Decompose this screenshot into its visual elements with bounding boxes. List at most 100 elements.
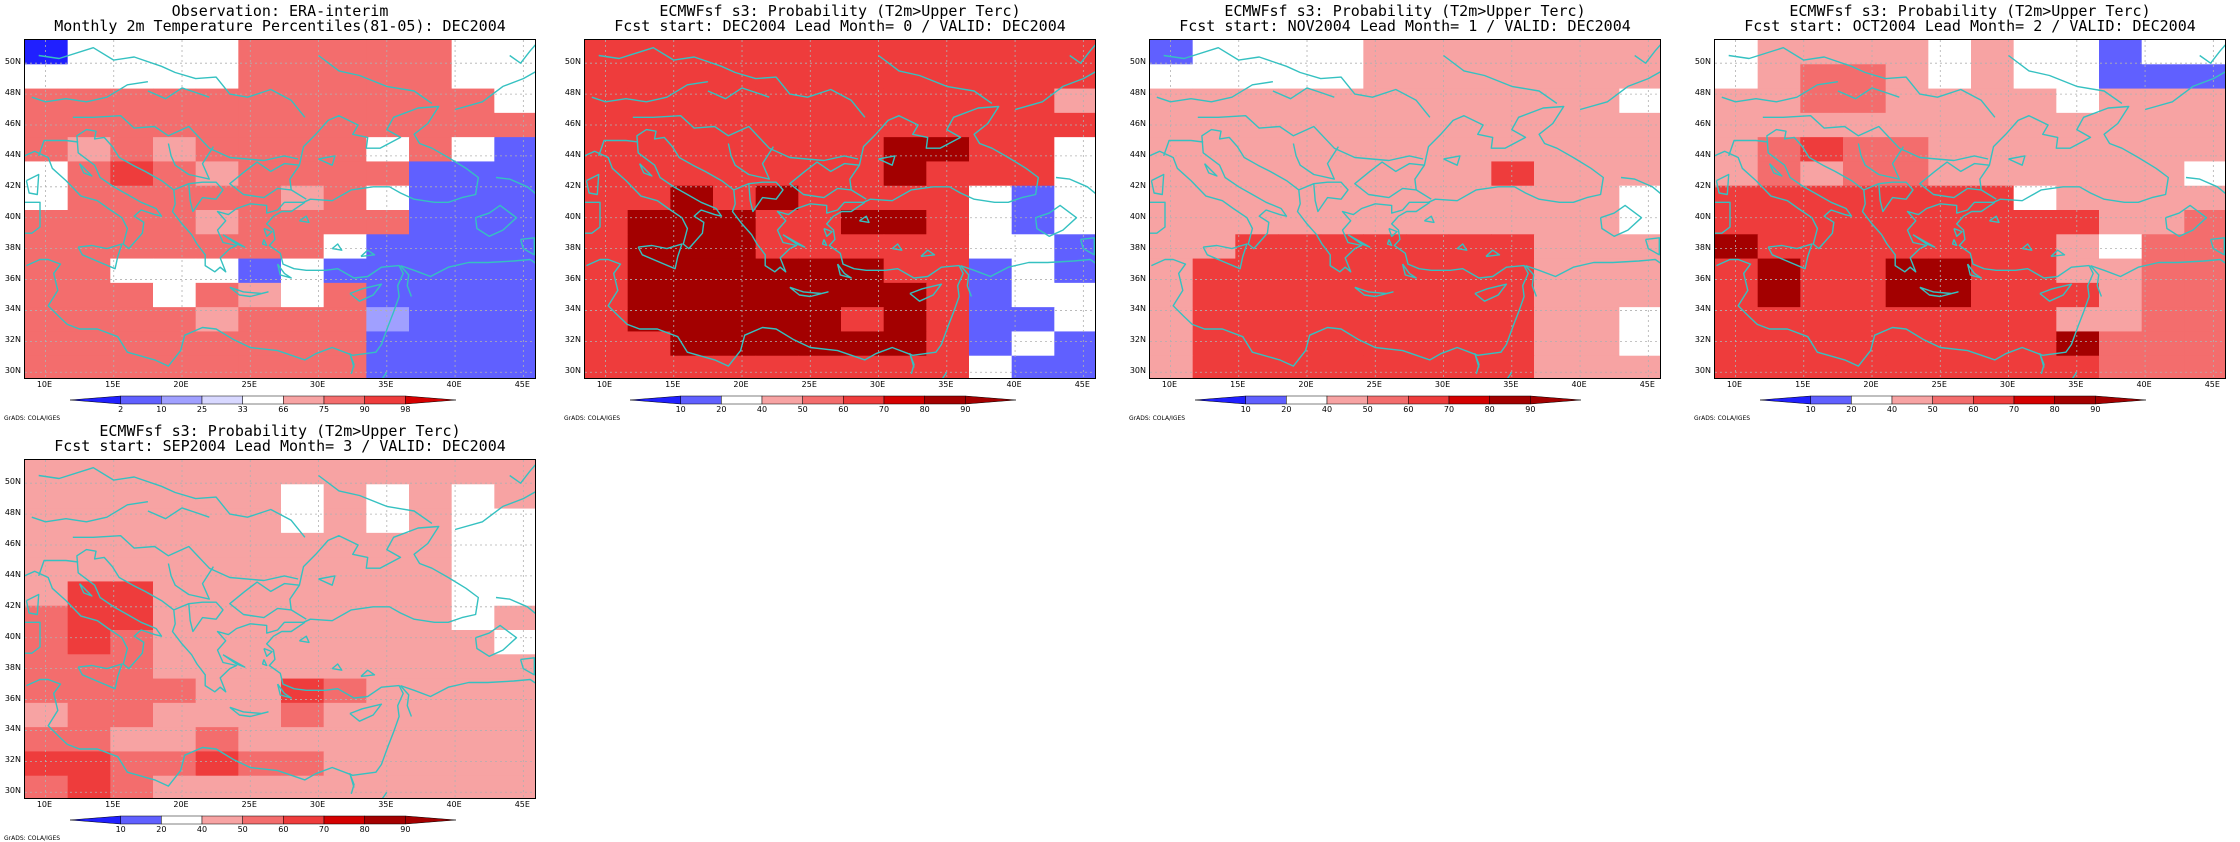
colorbar-label: 20 <box>156 825 167 834</box>
grid-cell <box>1363 210 1407 235</box>
grid-cell <box>323 234 367 260</box>
grid-cell <box>1011 355 1055 378</box>
grid-cell <box>713 234 757 260</box>
lat-tick-label: 44N <box>564 149 581 159</box>
grid-cell <box>1885 331 1929 357</box>
grid-cell <box>1320 331 1364 357</box>
coastline <box>1079 237 1095 256</box>
grid-cell <box>2141 185 2185 211</box>
grid-cell <box>153 751 197 777</box>
grid-cell <box>1619 331 1660 357</box>
grid-cell <box>798 210 842 235</box>
lon-tick-label: 45E <box>1639 380 1655 389</box>
lon-tick-label: 20E <box>173 380 189 389</box>
grid-cell <box>451 64 495 90</box>
grid-cell <box>1928 40 1972 65</box>
grid-cell <box>281 307 325 332</box>
grid-cell <box>110 751 154 777</box>
coastline <box>585 173 600 196</box>
lat-tick-label: 40N <box>1694 211 1711 221</box>
grid-cell <box>1576 282 1620 308</box>
coastline <box>585 201 601 234</box>
coastline <box>1354 161 1425 199</box>
coastline <box>598 139 639 157</box>
grid-cell <box>713 137 757 162</box>
grid-cell <box>409 64 453 90</box>
grid-cell <box>1235 355 1279 378</box>
grid-cell <box>2013 210 2057 235</box>
lat-tick-label: 40N <box>4 631 21 641</box>
lon-tick-label: 25E <box>1366 380 1382 389</box>
grid-cell <box>1885 234 1929 260</box>
lon-tick-label: 15E <box>665 380 681 389</box>
grid-cell <box>1715 137 1759 162</box>
coastline <box>299 635 310 644</box>
grid-cell <box>366 581 410 607</box>
grid-cell <box>1054 161 1095 187</box>
coastline <box>1034 204 1078 237</box>
grid-cell <box>926 40 970 65</box>
grid-cell <box>451 88 495 114</box>
grid-cell <box>451 508 495 534</box>
colorbar-label: 60 <box>838 405 849 414</box>
grid-cell <box>1011 88 1055 114</box>
lon-tick-label: 40E <box>446 380 462 389</box>
grid-cell <box>1011 64 1055 90</box>
grid-cell <box>926 64 970 90</box>
colorbar <box>1195 395 1581 405</box>
grid-cell <box>2056 137 2100 162</box>
coastline <box>222 234 246 248</box>
lon-tick-label: 10E <box>1726 380 1743 389</box>
coastline <box>1203 163 1218 177</box>
grid-cell <box>494 557 535 582</box>
grid-cell <box>2056 355 2100 378</box>
grid-cell <box>755 234 799 260</box>
grid-cell <box>1491 137 1535 162</box>
coastline <box>1401 263 1417 279</box>
map-svg <box>585 40 1095 378</box>
grid-cell <box>1800 331 1844 357</box>
grid-cell <box>1448 234 1492 260</box>
colorbar-swatch <box>1195 395 1246 405</box>
grid-cell <box>67 727 111 752</box>
grid-cell <box>409 307 453 332</box>
grid-cell <box>409 40 453 65</box>
grid-cell <box>409 484 453 510</box>
grid-cell <box>1715 282 1759 308</box>
grid-cell <box>195 258 239 284</box>
grid-cell <box>585 234 629 260</box>
grid-cell <box>585 355 629 378</box>
coastline <box>789 286 829 298</box>
grid-cell <box>110 161 154 187</box>
colorbar-label: 80 <box>919 405 930 414</box>
grid-cell <box>1235 137 1279 162</box>
coastline <box>2199 44 2225 64</box>
lon-tick-label: 10E <box>36 380 53 389</box>
grid-cell <box>1278 258 1322 284</box>
coastline <box>1951 239 1958 247</box>
coastline <box>1728 139 1769 157</box>
grid-cell <box>494 508 535 534</box>
grid-cell <box>366 161 410 187</box>
grid-cell <box>110 484 154 510</box>
grid-cell <box>1363 307 1407 332</box>
grid-cell <box>409 331 453 357</box>
grid-cell <box>2184 137 2225 162</box>
grid-cell <box>1619 282 1660 308</box>
coastline <box>78 583 93 597</box>
grid-cell <box>238 355 282 378</box>
grid-cell <box>110 654 154 680</box>
grid-cell <box>409 161 453 187</box>
lat-tick-label: 34N <box>1694 304 1711 314</box>
grid-cell <box>1054 307 1095 332</box>
grid-cell <box>969 40 1013 65</box>
coastline <box>72 115 299 162</box>
lat-tick-label: 38N <box>4 662 21 672</box>
lon-tick-label: 25E <box>241 380 257 389</box>
coastline <box>399 685 413 717</box>
grid-cell <box>1576 307 1620 332</box>
grid-cell <box>67 64 111 90</box>
grid-cell <box>2141 112 2185 138</box>
grid-cell <box>25 210 69 235</box>
lon-tick-label: 25E <box>1931 380 1947 389</box>
